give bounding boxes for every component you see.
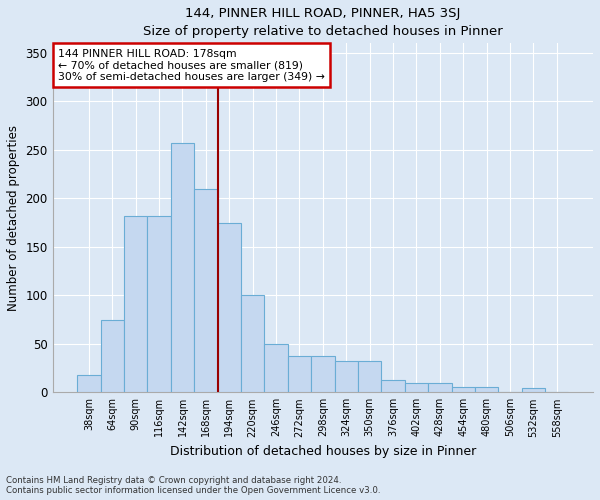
Bar [265,344,288,393]
Bar [101,320,124,392]
Bar [77,375,101,392]
X-axis label: Distribution of detached houses by size in Pinner: Distribution of detached houses by size … [170,445,476,458]
Text: 144 PINNER HILL ROAD: 178sqm
← 70% of detached houses are smaller (819)
30% of s: 144 PINNER HILL ROAD: 178sqm ← 70% of de… [58,48,325,82]
Y-axis label: Number of detached properties: Number of detached properties [7,125,20,311]
Bar [171,143,194,392]
Bar [382,380,405,392]
Bar [405,382,428,392]
Bar [311,356,335,392]
Bar [241,296,265,392]
Bar [218,222,241,392]
Text: Contains HM Land Registry data © Crown copyright and database right 2024.
Contai: Contains HM Land Registry data © Crown c… [6,476,380,495]
Bar [521,388,545,392]
Bar [148,216,171,392]
Bar [335,362,358,392]
Bar [358,362,382,392]
Bar [452,386,475,392]
Bar [288,356,311,392]
Bar [124,216,148,392]
Title: 144, PINNER HILL ROAD, PINNER, HA5 3SJ
Size of property relative to detached hou: 144, PINNER HILL ROAD, PINNER, HA5 3SJ S… [143,7,503,38]
Bar [475,386,499,392]
Bar [194,188,218,392]
Bar [428,382,452,392]
